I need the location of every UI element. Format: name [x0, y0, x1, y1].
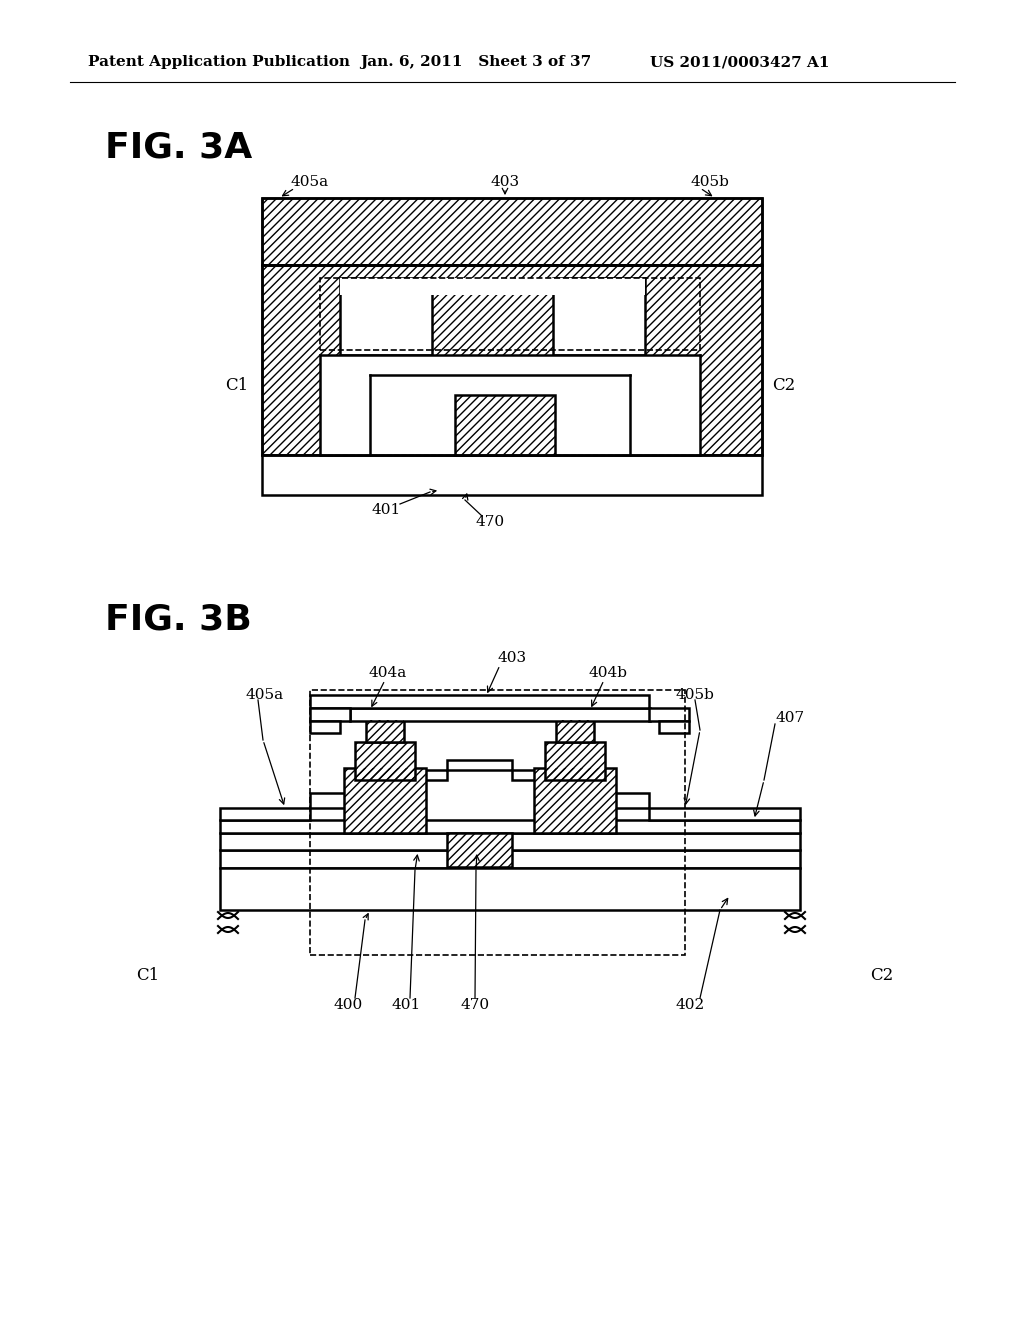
Bar	[310, 696, 649, 708]
Bar	[262, 198, 762, 265]
Bar	[344, 768, 426, 833]
Bar	[340, 279, 432, 355]
Bar	[370, 375, 630, 455]
Text: 402: 402	[676, 998, 705, 1012]
Bar	[319, 375, 700, 455]
Text: FIG. 3B: FIG. 3B	[105, 603, 252, 638]
Bar	[262, 198, 762, 265]
Text: 403: 403	[490, 176, 519, 189]
Bar	[447, 833, 512, 867]
Text: 470: 470	[461, 998, 489, 1012]
Text: C1: C1	[224, 376, 248, 393]
Text: 400: 400	[334, 998, 362, 1012]
Text: 403: 403	[498, 651, 526, 665]
Bar	[220, 869, 800, 909]
Bar	[455, 395, 555, 455]
Text: 401: 401	[372, 503, 400, 517]
Bar	[262, 455, 762, 495]
Bar	[649, 708, 689, 721]
Bar	[659, 721, 689, 733]
Text: 405b: 405b	[690, 176, 729, 189]
Bar	[220, 808, 310, 820]
Bar	[649, 808, 800, 820]
Bar	[310, 690, 685, 954]
Text: C2: C2	[772, 376, 796, 393]
Bar	[609, 793, 649, 808]
Bar	[366, 719, 404, 742]
Text: 404a: 404a	[369, 667, 408, 680]
Text: 407: 407	[776, 711, 805, 725]
Text: 470: 470	[475, 515, 505, 529]
Text: 401: 401	[391, 998, 421, 1012]
Text: FIG. 3A: FIG. 3A	[105, 131, 252, 165]
Bar	[630, 355, 700, 455]
Bar	[310, 708, 350, 721]
Bar	[539, 780, 609, 793]
Bar	[366, 719, 404, 742]
Text: C2: C2	[870, 966, 893, 983]
Bar	[553, 279, 645, 355]
Bar	[310, 721, 340, 733]
Bar	[220, 820, 800, 833]
Bar	[630, 355, 700, 455]
Bar	[556, 719, 594, 742]
Bar	[319, 355, 370, 455]
Bar	[220, 850, 800, 869]
Bar	[355, 742, 415, 780]
Bar	[447, 833, 512, 867]
Bar	[262, 265, 762, 455]
Bar	[545, 742, 605, 780]
Bar	[447, 760, 512, 770]
Bar	[344, 768, 426, 833]
Bar	[512, 770, 539, 780]
Bar	[545, 742, 605, 780]
Text: 405b: 405b	[676, 688, 715, 702]
Bar	[319, 355, 370, 455]
Text: 405a: 405a	[291, 176, 329, 189]
Text: 405a: 405a	[246, 688, 284, 702]
Bar	[556, 719, 594, 742]
Bar	[319, 355, 700, 375]
Text: Jan. 6, 2011   Sheet 3 of 37: Jan. 6, 2011 Sheet 3 of 37	[360, 55, 591, 69]
Bar	[340, 279, 645, 294]
Bar	[262, 265, 762, 455]
Bar	[534, 768, 616, 833]
Text: C1: C1	[136, 966, 160, 983]
Text: Patent Application Publication: Patent Application Publication	[88, 55, 350, 69]
Bar	[220, 833, 800, 850]
Bar	[262, 198, 762, 265]
Bar	[350, 780, 420, 793]
Bar	[420, 770, 447, 780]
Bar	[319, 279, 700, 350]
Bar	[355, 742, 415, 780]
Text: US 2011/0003427 A1: US 2011/0003427 A1	[650, 55, 829, 69]
Bar	[534, 768, 616, 833]
Bar	[310, 793, 350, 808]
Text: 404b: 404b	[589, 667, 628, 680]
Bar	[262, 265, 762, 455]
Bar	[350, 708, 650, 721]
Bar	[455, 395, 555, 455]
